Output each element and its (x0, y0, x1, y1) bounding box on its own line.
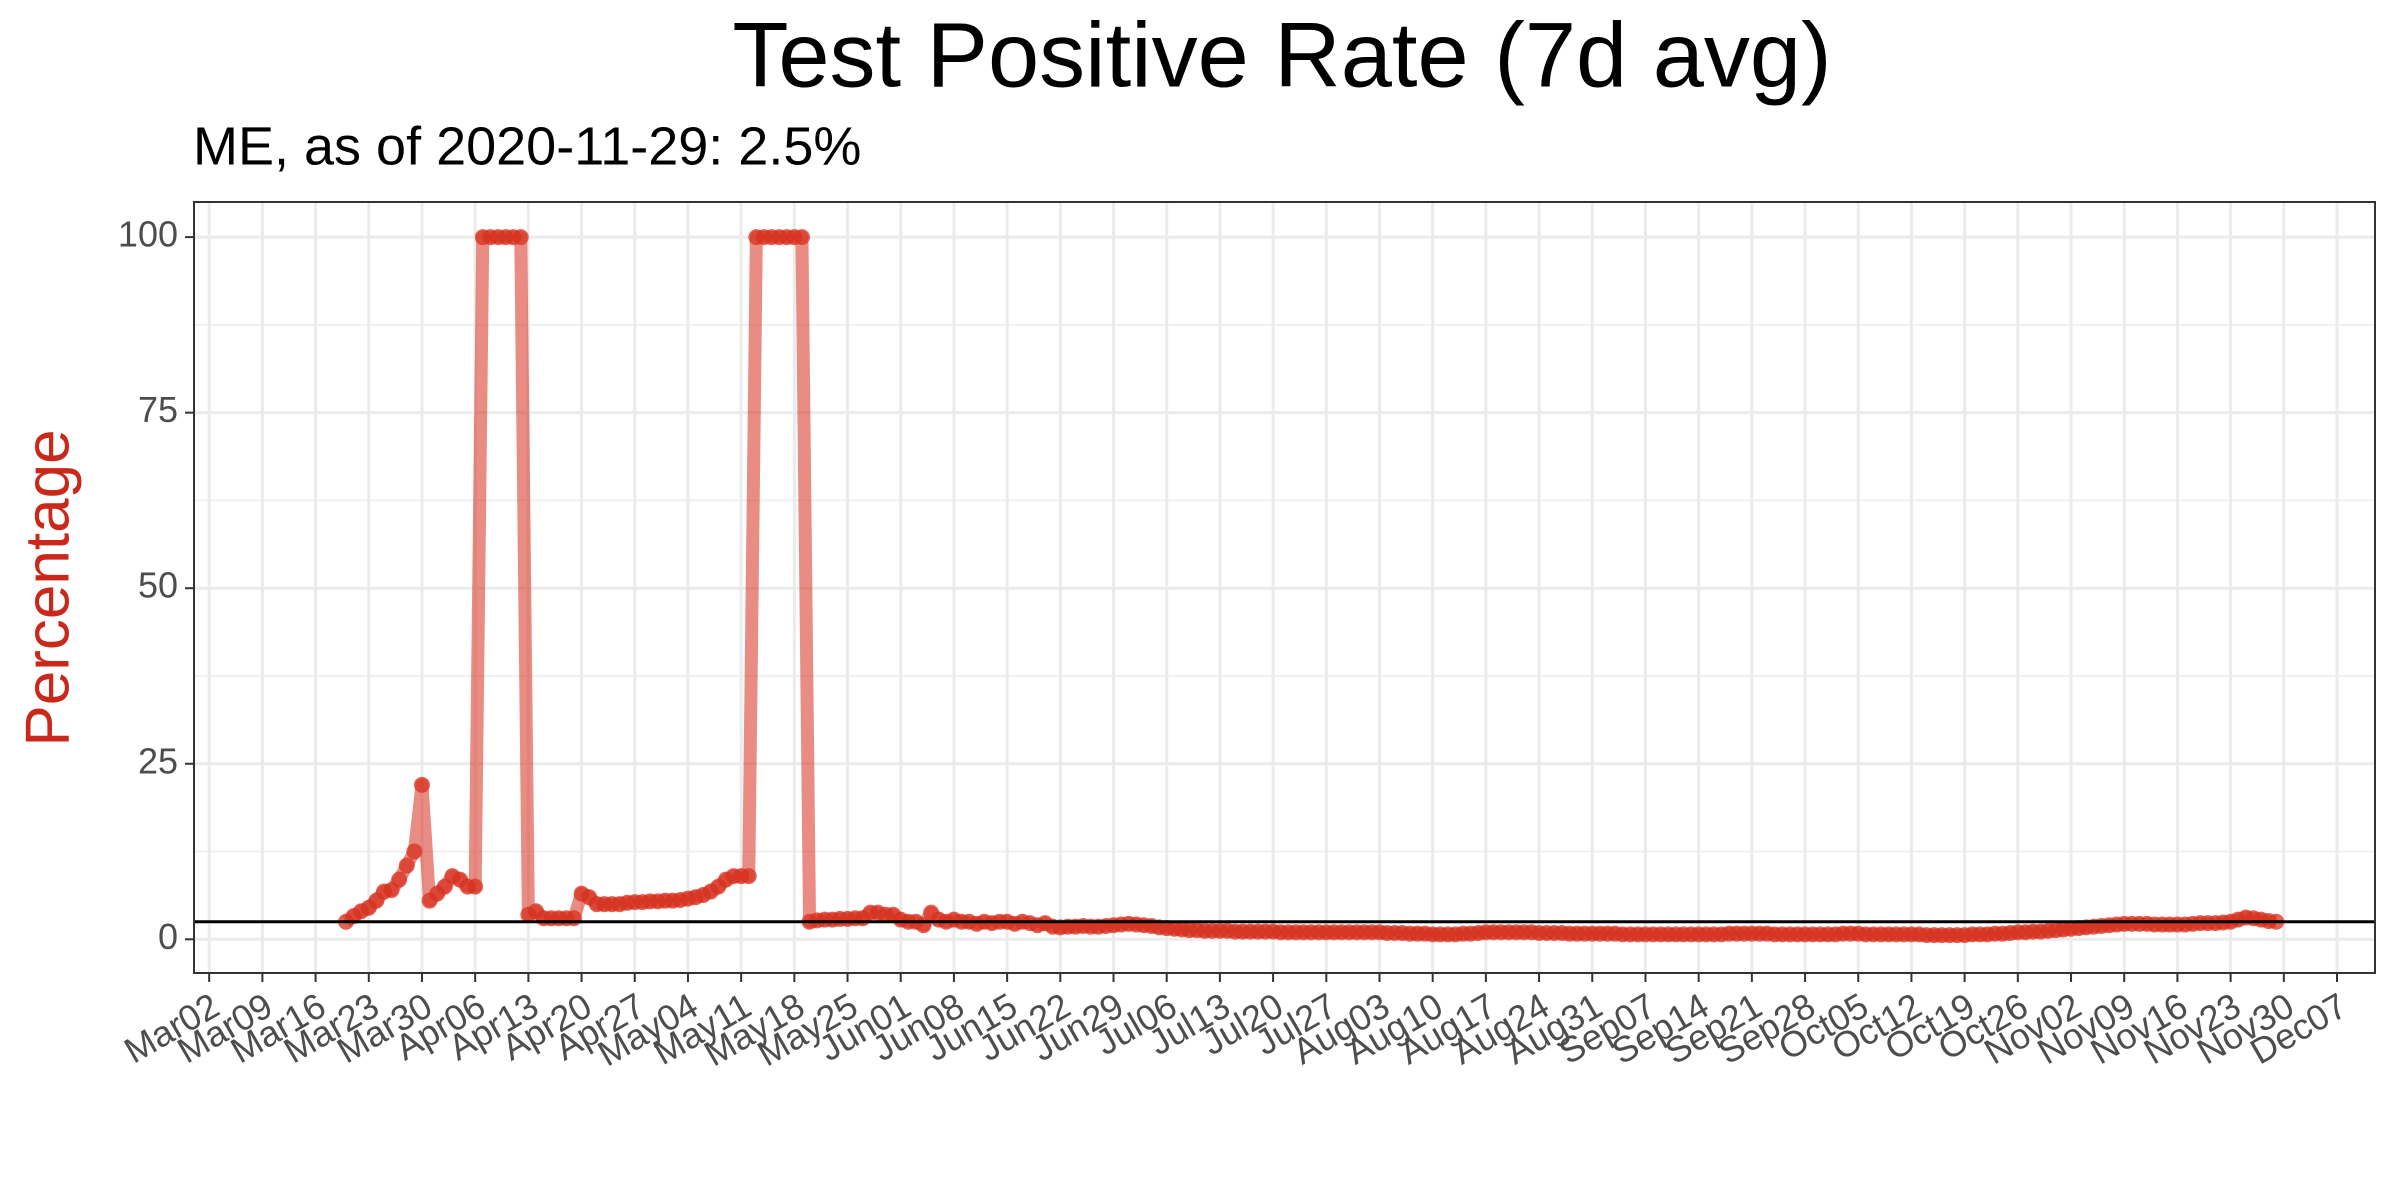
data-point (406, 843, 423, 860)
y-tick-label: 50 (138, 565, 178, 606)
plot-marks (194, 229, 2375, 944)
y-tick-label: 25 (138, 740, 178, 781)
data-point (391, 871, 408, 888)
y-axis-label: Percentage (13, 429, 82, 746)
chart-title: Test Positive Rate (7d avg) (732, 4, 1831, 106)
data-point (793, 229, 810, 246)
y-tick-label: 100 (118, 214, 178, 255)
data-point (565, 910, 582, 927)
data-point (512, 229, 529, 246)
y-tick-label: 75 (138, 389, 178, 430)
data-point (740, 868, 757, 885)
data-point (398, 857, 415, 874)
chart-subtitle: ME, as of 2020-11-29: 2.5% (193, 116, 861, 176)
data-point (413, 776, 430, 793)
data-point (467, 878, 484, 895)
y-tick-label: 0 (158, 916, 178, 957)
